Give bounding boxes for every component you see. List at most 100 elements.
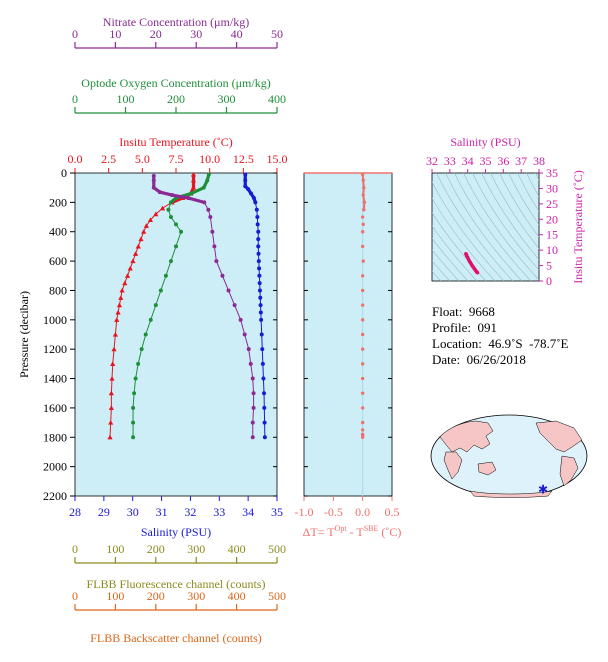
salinity-point xyxy=(256,244,261,249)
temperature-point xyxy=(133,251,139,256)
temperature-point xyxy=(111,346,117,352)
ts-density-contours xyxy=(432,173,539,281)
delta-t-point xyxy=(360,406,365,410)
temperature-tick-label: 0.0 xyxy=(68,152,83,166)
oxygen-point xyxy=(136,361,141,366)
delta-t-tick-label: 0.5 xyxy=(385,505,400,519)
temperature-point xyxy=(147,217,154,223)
pressure-tick-label: 800 xyxy=(49,283,67,297)
temperature-point xyxy=(122,280,128,286)
oxygen-axis-title: Optode Oxygen Concentration (μm/kg) xyxy=(81,76,270,90)
nitrate-axis-tick-label: 30 xyxy=(190,27,202,41)
oxygen-axis: 0 100 200 300 400 Optode Oxygen Concentration… xyxy=(72,76,286,114)
salinity-point xyxy=(262,435,267,440)
ts-series xyxy=(464,252,480,275)
nitrate-point xyxy=(208,215,213,220)
nitrate-point xyxy=(169,193,174,198)
pressure-tick-label: 2000 xyxy=(43,460,67,474)
backscatter-axis: 0 100 200 300 400 500 FLBB Backscatter channel… xyxy=(72,589,286,645)
salinity-point xyxy=(249,191,254,196)
temperature-point xyxy=(190,177,197,183)
ts-contour xyxy=(499,173,539,238)
backscatter-axis-title: FLBB Backscatter channel (counts) xyxy=(90,631,262,645)
delta-t-axes: -1.0 -0.5 0.0 0.5 ΔT= TOpt - TSBE (˚C) xyxy=(295,172,401,539)
nitrate-axis-title: Nitrate Concentration (μm/kg) xyxy=(103,15,249,29)
temperature-point xyxy=(190,171,197,177)
ts-temperature-tick-label: 15 xyxy=(546,228,558,242)
temperature-point xyxy=(159,205,166,211)
date: Date: 06/26/2018 xyxy=(432,352,526,367)
ts-salinity-title: Salinity (PSU) xyxy=(450,135,520,149)
oxygen-point xyxy=(153,303,158,308)
nitrate-point xyxy=(251,391,256,396)
ts-contour xyxy=(445,173,523,281)
salinity-point xyxy=(260,361,265,366)
nitrate-axis-tick-label: 20 xyxy=(150,27,162,41)
ts-temperature-tick-label: 10 xyxy=(546,243,558,257)
ts-contour xyxy=(517,173,539,212)
ts-salinity-tick-label: 37 xyxy=(515,154,527,168)
temperature-tick-label: 15.0 xyxy=(267,152,288,166)
float-number: Float: 9668 xyxy=(432,304,495,319)
delta-t-point xyxy=(360,303,365,307)
delta-t-point xyxy=(362,208,366,212)
oxygen-point xyxy=(133,376,138,381)
ts-salinity-tick-label: 33 xyxy=(444,154,456,168)
nitrate-point xyxy=(210,229,215,234)
oxygen-axis-tick-label: 200 xyxy=(167,92,185,106)
ts-point xyxy=(475,270,480,275)
nitrate-point xyxy=(250,376,255,381)
delta-t-point xyxy=(360,362,365,366)
delta-t-point xyxy=(360,230,365,234)
delta-t-point xyxy=(360,172,365,177)
salinity-point xyxy=(255,215,260,220)
delta-t-point xyxy=(360,288,365,293)
temperature-point xyxy=(143,223,149,228)
map-land-australia xyxy=(477,461,497,476)
fluorescence-axis-tick-label: 100 xyxy=(106,542,124,556)
ts-contour xyxy=(454,173,532,281)
oxygen-axis-tick-label: 0 xyxy=(72,92,78,106)
oxygen-point xyxy=(205,178,210,183)
oxygen-point xyxy=(174,244,178,249)
pressure-tick-label: 1000 xyxy=(43,313,67,327)
salinity-point xyxy=(243,172,248,177)
nitrate-axis-tick-label: 50 xyxy=(271,27,283,41)
oxygen-point xyxy=(131,405,136,410)
temperature-tick-label: 10.0 xyxy=(199,152,220,166)
delta-t-tick-label: -0.5 xyxy=(324,505,343,519)
salinity-point xyxy=(256,259,261,264)
nitrate-point xyxy=(226,288,231,293)
nitrate-axis: 0 10 20 30 40 50 Nitrate Concentration (μm/kg) xyxy=(72,15,283,49)
backscatter-axis-tick-label: 100 xyxy=(106,589,124,603)
ts-contour xyxy=(490,173,539,250)
delta-t-point xyxy=(360,318,365,322)
world-map: ✱ xyxy=(430,414,588,498)
temperature-point xyxy=(141,229,147,234)
map-land-asia-europe xyxy=(439,420,494,453)
oxygen-point xyxy=(168,200,173,205)
delta-t-point xyxy=(361,178,365,183)
nitrate-point xyxy=(220,273,225,278)
delta-t-point xyxy=(360,376,365,381)
oxygen-point xyxy=(179,229,184,234)
nitrate-point xyxy=(238,317,243,322)
oxygen-point xyxy=(143,332,148,337)
ts-contour xyxy=(432,212,487,281)
salinity-point xyxy=(261,376,266,381)
salinity-point xyxy=(258,310,263,315)
profile-number: Profile: 091 xyxy=(432,320,497,335)
delta-t-point xyxy=(360,215,365,219)
oxygen-point xyxy=(168,259,173,264)
salinity-point xyxy=(260,347,265,352)
pressure-tick-label: 2200 xyxy=(43,489,67,503)
nitrate-point xyxy=(214,259,219,264)
temperature-axis: 0.0 2.5 5.0 7.5 10.0 12.5 15.0 Insitu Temperatu… xyxy=(68,135,288,173)
ts-contour xyxy=(432,197,496,281)
salinity-point xyxy=(257,288,262,293)
pressure-axis: 0 200 400 600 800 1000 1200 1400 1600 1800 2000 220… xyxy=(17,166,277,503)
profile-series xyxy=(107,171,267,440)
ts-temperature-tick-label: 0 xyxy=(546,274,552,288)
salinity-point xyxy=(256,251,261,256)
